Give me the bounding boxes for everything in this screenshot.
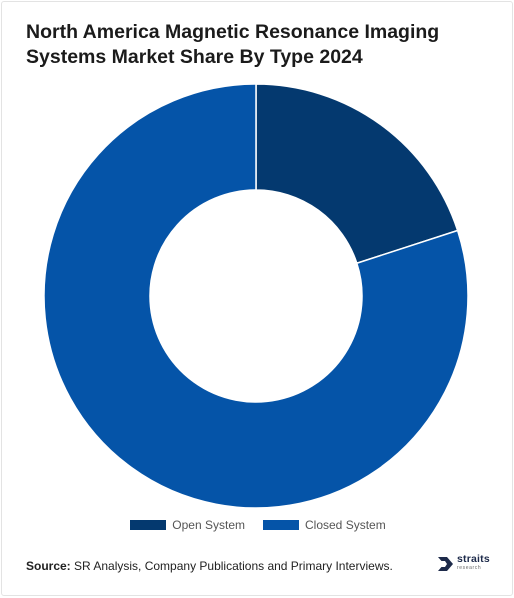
source-label: Source: xyxy=(26,559,71,573)
source-text: SR Analysis, Company Publications and Pr… xyxy=(70,559,393,573)
donut-chart xyxy=(43,83,469,509)
legend-item-open-system[interactable]: Open System xyxy=(130,518,245,532)
legend-swatch xyxy=(263,520,299,530)
legend-label: Closed System xyxy=(305,518,386,532)
source-note: Source: SR Analysis, Company Publication… xyxy=(26,559,393,573)
legend-swatch xyxy=(130,520,167,530)
logo-tagline: research xyxy=(457,565,482,571)
straits-logo: straits research xyxy=(438,553,490,573)
logo-name: straits xyxy=(457,553,490,565)
legend-item-closed-system[interactable]: Closed System xyxy=(263,518,386,532)
legend-label: Open System xyxy=(172,518,245,532)
slice-open-system[interactable] xyxy=(255,83,459,265)
slice-closed-system[interactable] xyxy=(43,83,469,509)
chart-area xyxy=(2,80,514,512)
chart-title: North America Magnetic Resonance Imaging… xyxy=(26,21,440,68)
straits-logo-icon xyxy=(438,557,453,571)
chart-legend: Open System Closed System xyxy=(2,518,514,532)
